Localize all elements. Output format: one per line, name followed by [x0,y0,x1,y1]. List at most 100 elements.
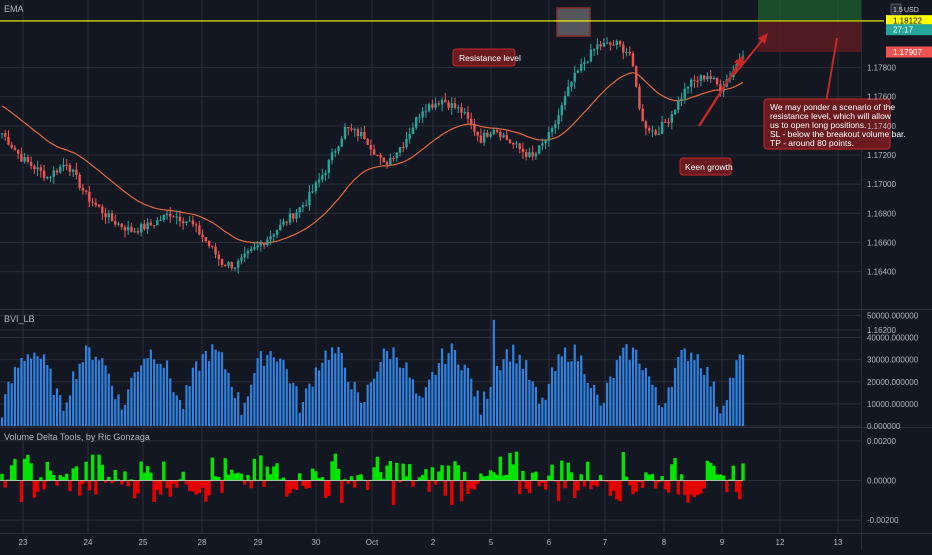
volume-bar [94,356,97,426]
candle-body [715,77,719,85]
delta-bar [184,480,189,485]
volume-axis[interactable]: 0.000000 10000.000000 20000.000000 30000.00… [867,311,919,431]
candle-body [512,142,515,145]
currency-multiplier: 1.5 [893,7,903,14]
volume-bar [295,386,298,426]
delta-bar [272,466,276,481]
delta-bar [346,480,350,484]
candle-body [324,172,327,176]
volume-bar [618,355,622,426]
candle-body [246,251,250,254]
candle-body [178,216,182,222]
delta-bar [353,480,357,488]
delta-bar [155,480,160,491]
candle-body [308,191,311,206]
volume-bar [65,402,68,426]
volume-bar [544,399,547,426]
delta-bar [340,480,344,503]
time-axis[interactable]: 23 24 25 28 29 30 Oct 2 5 6 7 8 9 12 13 [19,538,843,547]
candle-body [353,129,356,131]
delta-area [0,451,745,506]
candle-body [660,121,664,134]
candle-body [482,132,486,143]
candle-body [314,182,318,192]
ema-line [1,72,744,244]
delta-bar [139,461,143,481]
delta-bar [291,480,295,489]
delta-bar [168,480,172,497]
time-tick-label: Oct [366,538,379,547]
resistance-callout[interactable]: Resistance level [452,48,521,67]
price-axis[interactable]: 1.16200 1.16400 1.16600 1.16800 1.17000 1.172… [867,64,896,335]
resistance-callout-text: Resistance level [459,53,521,63]
volume-bar [343,367,347,426]
candle-body [680,98,683,101]
candle-body [405,138,408,148]
price-badge [886,46,932,58]
volume-bar [576,361,580,426]
volume-bar [596,394,599,426]
resistance-box[interactable] [556,7,591,37]
candle-body [29,161,33,166]
candle-body [298,207,301,213]
delta-axis[interactable]: 0.00200 0.00000 -0.00200 [867,437,899,525]
delta-bar [644,472,648,481]
candle-body [295,212,298,219]
delta-bar [640,480,645,488]
time-tick-label: 5 [489,538,494,547]
volume-bar [72,371,75,426]
delta-bar [631,480,635,495]
delta-tick-label: 0.00200 [867,437,896,446]
candle-body [59,166,62,173]
delta-bar [0,473,4,481]
volume-bar [133,372,136,426]
scenario-callout[interactable]: We may ponder a scenario of the resistan… [763,98,906,150]
delta-bar [663,480,668,490]
volume-bar [169,378,172,426]
candle-body [13,147,17,151]
delta-bar [239,473,244,481]
volume-bar [541,397,544,426]
volume-bar [644,368,648,426]
volume-bar [104,365,107,426]
volume-bar [557,354,560,426]
delta-bar [22,458,27,481]
candle-body [123,227,127,231]
growth-callout[interactable]: Keen growth [679,157,733,176]
candle-body [282,221,285,225]
candle-body [635,66,638,87]
candle-body [389,157,392,165]
candle-body [664,121,667,123]
volume-bar [563,347,567,426]
volume-bar [628,360,631,426]
delta-bar [145,466,150,481]
volume-bar [204,350,207,426]
candle-body [641,108,644,122]
delta-bar [175,480,179,488]
volume-bar [457,364,460,426]
time-tick-label: 7 [603,538,608,547]
volume-bar [567,361,570,426]
delta-bar [731,465,735,481]
volume-bar [318,370,321,426]
ema-indicator-label[interactable]: EMA [4,4,24,14]
candle-body [84,190,88,192]
delta-bar [666,480,671,493]
volume-bar [463,364,466,426]
volume-bar [305,388,308,426]
volume-bar [418,395,421,426]
candle-body [486,132,489,137]
candle-body [337,146,340,152]
volume-bar [424,387,427,426]
delta-indicator-label[interactable]: Volume Delta Tools, by Ric Gonzaga [4,432,150,442]
volume-bar [97,360,101,426]
candle-body [625,51,628,53]
candle-body [385,162,389,165]
delta-bar [171,480,176,484]
bvi-indicator-label[interactable]: BVI_LB [4,314,35,324]
candle-body [292,213,295,219]
currency-badge[interactable]: 1.5 USD [890,3,919,15]
